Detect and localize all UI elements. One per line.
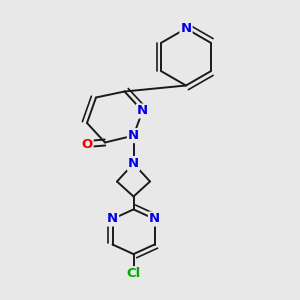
Text: Cl: Cl: [126, 267, 141, 280]
Text: N: N: [128, 129, 139, 142]
Text: N: N: [107, 212, 118, 226]
Text: N: N: [128, 157, 139, 170]
Text: N: N: [149, 212, 160, 226]
Text: N: N: [180, 22, 192, 35]
Text: N: N: [137, 104, 148, 118]
Text: O: O: [81, 137, 93, 151]
